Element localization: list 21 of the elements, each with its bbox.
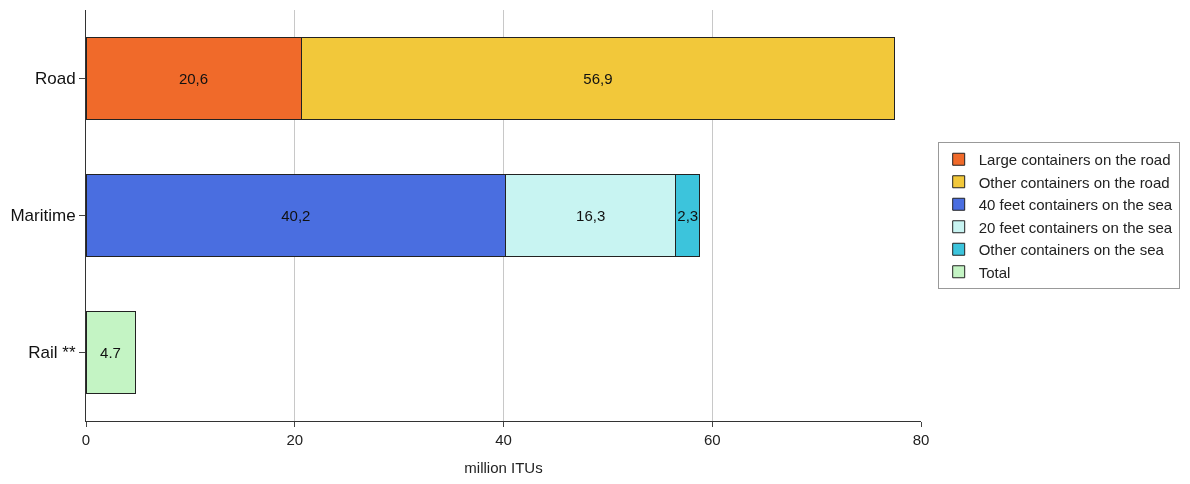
data-label: 4.7 xyxy=(100,344,121,361)
data-label: 2,3 xyxy=(677,207,699,224)
x-tick-label: 60 xyxy=(703,431,721,448)
legend-label: Total xyxy=(978,263,1011,281)
x-tick-label: 40 xyxy=(495,431,512,448)
data-label: 40,2 xyxy=(281,207,311,224)
x-tick-label: 80 xyxy=(912,431,930,448)
legend-label: Other containers on the sea xyxy=(978,241,1165,259)
legend-label: Large containers on the road xyxy=(978,151,1171,169)
data-label: 16,3 xyxy=(576,207,606,224)
x-tick-label: 0 xyxy=(81,431,91,448)
x-axis-title: million ITUs xyxy=(464,459,543,476)
x-tick-label: 20 xyxy=(286,431,304,448)
y-tick-label: Maritime xyxy=(10,206,76,226)
y-tick-label: Road xyxy=(34,69,76,89)
legend-label: 40 feet containers on the sea xyxy=(978,196,1173,214)
legend-label: 20 feet containers on the sea xyxy=(978,218,1173,236)
legend-label: Other containers on the road xyxy=(978,173,1170,191)
y-tick-label: Rail ** xyxy=(28,343,76,363)
data-label: 20,6 xyxy=(178,70,209,87)
data-label: 56,9 xyxy=(583,70,613,87)
